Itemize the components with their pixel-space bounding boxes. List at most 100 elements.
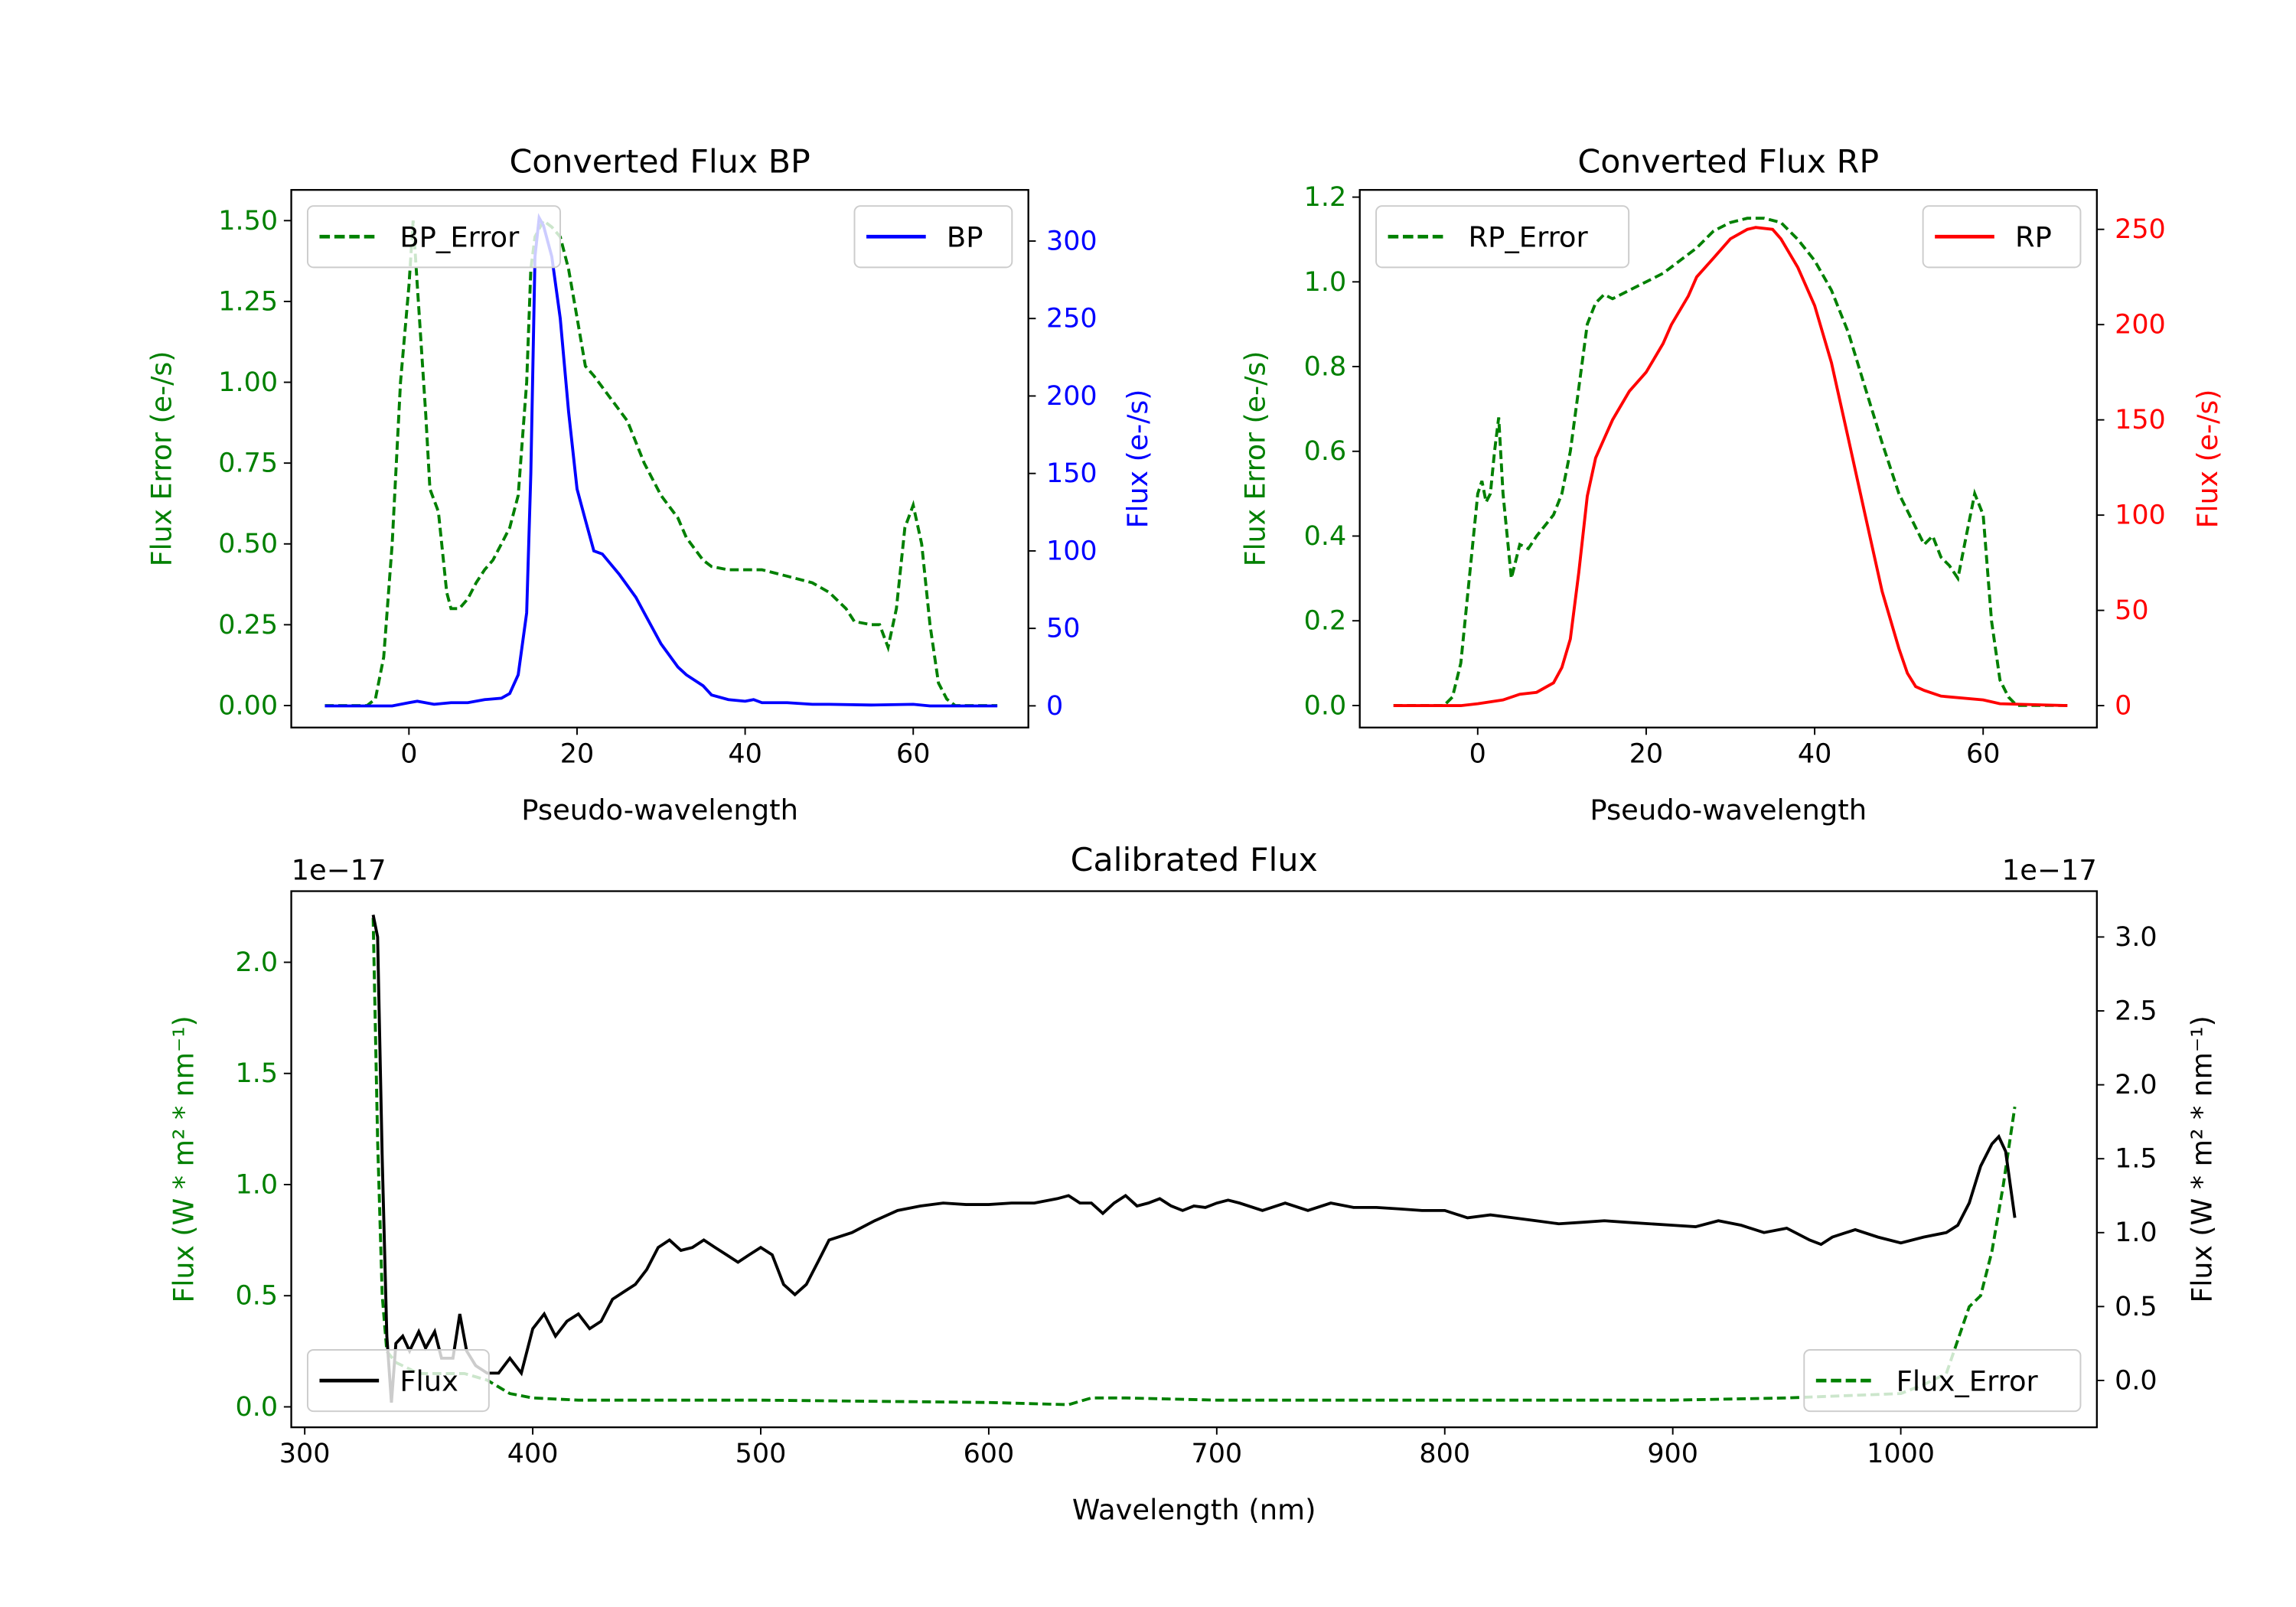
legend-box <box>1375 205 1630 269</box>
y-left-tick-label: 0.25 <box>218 610 278 641</box>
x-axis-label: Pseudo-wavelength <box>1590 794 1867 826</box>
y-right-offset-label: 1e−17 <box>2002 854 2097 887</box>
plot-frame <box>1358 189 2098 729</box>
y-left-tick-label: 0.5 <box>236 1281 279 1312</box>
legend-rp_error: RP_Error <box>1375 205 1630 269</box>
legend-label: RP_Error <box>1468 221 1588 254</box>
y-right-tick-label: 300 <box>1046 227 1097 257</box>
x-tick-label: 700 <box>1191 1439 1242 1469</box>
legend-flux: Flux <box>306 1349 490 1413</box>
y-left-tick-label: 0.2 <box>1304 606 1347 637</box>
y-left-tick-label: 0.00 <box>218 691 278 722</box>
x-tick-label: 600 <box>964 1439 1015 1469</box>
y-right-axis-label: Flux (e-/s) <box>1121 390 1154 529</box>
y-right-tick-label: 0.5 <box>2115 1292 2157 1322</box>
y-right-tick-label: 150 <box>2115 405 2166 435</box>
series-line-rp_error <box>1393 217 2068 707</box>
series-line-bp <box>325 213 998 708</box>
x-tick-label: 400 <box>507 1439 559 1469</box>
x-tick-label: 1000 <box>1867 1439 1935 1469</box>
y-left-tick-label: 1.50 <box>218 206 278 236</box>
x-tick-label: 60 <box>896 739 930 770</box>
y-left-tick-label: 0.75 <box>218 448 278 479</box>
y-right-tick-label: 50 <box>2115 595 2148 626</box>
legend-bp: BP <box>853 205 1013 269</box>
y-right-tick-label: 3.0 <box>2115 922 2157 953</box>
y-right-tick-label: 1.5 <box>2115 1144 2157 1175</box>
legend-bp_error: BP_Error <box>306 205 562 269</box>
y-left-tick-label: 2.0 <box>236 947 279 978</box>
y-right-tick-label: 0.0 <box>2115 1366 2157 1397</box>
y-left-tick-label: 1.00 <box>218 367 278 398</box>
x-tick-label: 0 <box>400 739 417 770</box>
y-right-tick-label: 200 <box>1046 381 1097 412</box>
chart-panel-1: 0 20 40 60 0.0 0.2 0.4 0.6 0.8 1.0 1.2 0 50 100 150 200… <box>1238 143 2224 826</box>
y-right-tick-label: 2.0 <box>2115 1070 2157 1100</box>
y-left-tick-label: 1.5 <box>236 1058 279 1089</box>
legend-label: BP_Error <box>400 221 520 254</box>
y-left-tick-label: 1.0 <box>1304 267 1347 298</box>
y-left-tick-label: 0.0 <box>236 1392 279 1423</box>
x-tick-label: 20 <box>560 739 594 770</box>
x-tick-label: 20 <box>1629 739 1663 770</box>
y-left-axis-label: Flux (W * m² * nm⁻¹) <box>167 1015 200 1302</box>
y-right-tick-label: 200 <box>2115 310 2166 341</box>
y-right-tick-label: 0 <box>1046 691 1063 722</box>
legend-box <box>1922 205 2082 269</box>
chart-title: Calibrated Flux <box>1071 841 1318 878</box>
series-line-rp <box>1393 226 2068 707</box>
y-left-offset-label: 1e−17 <box>292 854 386 887</box>
y-right-axis-label: Flux (W * m² * nm⁻¹) <box>2185 1015 2218 1302</box>
x-tick-label: 40 <box>728 739 762 770</box>
legend-box <box>306 1349 490 1413</box>
y-left-tick-label: 1.2 <box>1304 182 1347 213</box>
x-tick-label: 900 <box>1647 1439 1698 1469</box>
x-tick-label: 0 <box>1469 739 1486 770</box>
series-line-bp_error <box>325 218 998 707</box>
y-right-tick-label: 100 <box>1046 536 1097 567</box>
y-right-tick-label: 50 <box>1046 614 1080 644</box>
y-left-tick-label: 0.8 <box>1304 352 1347 383</box>
y-left-tick-label: 1.0 <box>236 1170 279 1201</box>
y-left-tick-label: 0.0 <box>1304 691 1347 722</box>
y-left-tick-label: 0.6 <box>1304 436 1347 467</box>
legend-flux_error: Flux_Error <box>1803 1349 2082 1413</box>
plot-frame <box>290 890 2098 1429</box>
y-right-tick-label: 0 <box>2115 691 2131 722</box>
x-tick-label: 500 <box>735 1439 787 1469</box>
plot-frame <box>290 189 1029 729</box>
y-left-tick-label: 0.4 <box>1304 521 1347 552</box>
x-tick-label: 800 <box>1419 1439 1470 1469</box>
legend-label: Flux_Error <box>1896 1365 2039 1398</box>
x-tick-label: 60 <box>1966 739 2000 770</box>
legend-rp: RP <box>1922 205 2082 269</box>
legend-label: RP <box>2015 221 2052 254</box>
y-right-tick-label: 250 <box>2115 214 2166 245</box>
legend-box <box>853 205 1013 269</box>
y-right-tick-label: 2.5 <box>2115 996 2157 1027</box>
x-axis-label: Pseudo-wavelength <box>521 794 798 826</box>
y-right-tick-label: 1.0 <box>2115 1217 2157 1248</box>
y-right-tick-label: 250 <box>1046 304 1097 334</box>
x-tick-label: 40 <box>1798 739 1831 770</box>
legend-label: BP <box>947 221 983 254</box>
x-axis-label: Wavelength (nm) <box>1072 1494 1316 1527</box>
legend-label: Flux <box>400 1365 458 1398</box>
y-left-tick-label: 0.50 <box>218 529 278 559</box>
series-line-flux <box>371 914 2017 1403</box>
x-tick-label: 300 <box>279 1439 331 1469</box>
y-right-tick-label: 150 <box>1046 458 1097 489</box>
chart-title: Converted Flux RP <box>1577 143 1879 181</box>
y-right-axis-label: Flux (e-/s) <box>2191 390 2224 529</box>
y-left-axis-label: Flux Error (e-/s) <box>1238 351 1271 567</box>
chart-panel-0: 0 20 40 60 0.00 0.25 0.50 0.75 1.00 1.25 1.50 0 50 10… <box>145 143 1154 826</box>
y-left-axis-label: Flux Error (e-/s) <box>145 351 178 567</box>
y-left-tick-label: 1.25 <box>218 287 278 318</box>
legend-box <box>306 205 562 269</box>
chart-title: Converted Flux BP <box>509 143 810 181</box>
y-right-tick-label: 100 <box>2115 500 2166 531</box>
legend-box <box>1803 1349 2082 1413</box>
chart-panel-2: 300 400 500 600 700 800 900 1000 0.0 0.5 1.0 1.5 2.0… <box>167 841 2218 1526</box>
series-line-flux_error <box>371 918 2017 1407</box>
